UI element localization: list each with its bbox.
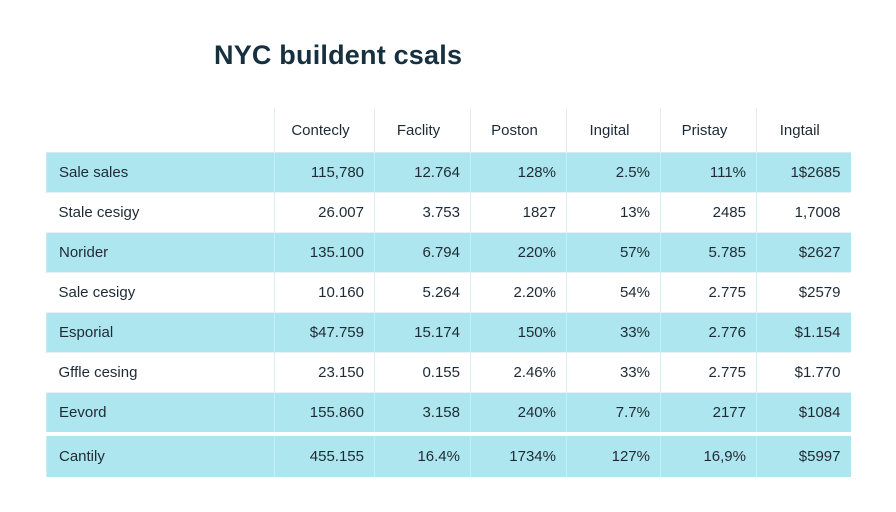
table-row: Stale cesigy 26.007 3.753 1827 13% 2485 1,7008 (46, 192, 851, 233)
table-cell: $1084 (756, 392, 851, 434)
table-row: Norider 135.100 6.794 220% 57% 5.785 $2627 (46, 232, 851, 273)
table-cell: 23.150 (274, 352, 375, 393)
table-cell: 6.794 (374, 232, 471, 273)
table-row: Sale cesigy 10.160 5.264 2.20% 54% 2.775 $2579 (46, 272, 851, 313)
row-label: Sale sales (46, 152, 275, 193)
table-cell: 1$2685 (756, 152, 851, 193)
table-cell: 26.007 (274, 192, 375, 233)
column-header: Faclity (374, 108, 471, 153)
row-label: Esporial (46, 312, 275, 353)
column-header: Ingital (566, 108, 661, 153)
table-row: Sale sales 115,780 12.764 128% 2.5% 111% 1$268… (46, 152, 851, 193)
table-cell: 5.264 (374, 272, 471, 313)
row-label: Gffle cesing (46, 352, 275, 393)
row-label: Eevord (46, 392, 275, 434)
table-cell: 33% (566, 312, 661, 353)
table-cell: 16.4% (374, 432, 471, 477)
table-cell: 1827 (470, 192, 567, 233)
table-cell: 135.100 (274, 232, 375, 273)
table-cell: 111% (660, 152, 757, 193)
table-cell: 220% (470, 232, 567, 273)
table-cell: $47.759 (274, 312, 375, 353)
table-cell: 128% (470, 152, 567, 193)
header-row: Contecly Faclity Poston Ingital Pristay … (47, 108, 851, 153)
table-body: Sale sales 115,780 12.764 128% 2.5% 111% 1$268… (46, 152, 851, 477)
table-cell: 2.46% (470, 352, 567, 393)
table-cell: 16,9% (660, 432, 757, 477)
row-label: Norider (46, 232, 275, 273)
total-row: Cantily 455.155 16.4% 1734% 127% 16,9% $5997 (46, 432, 851, 477)
table-cell: 3.753 (374, 192, 471, 233)
table-cell: $5997 (756, 432, 851, 477)
table-cell: $1.154 (756, 312, 851, 353)
table-cell: 7.7% (566, 392, 661, 434)
table-cell: 127% (566, 432, 661, 477)
table-cell: 155.860 (274, 392, 375, 434)
table-cell: 0.155 (374, 352, 471, 393)
table-cell: 13% (566, 192, 661, 233)
table-row: Eevord 155.860 3.158 240% 7.7% 2177 $1084 (46, 392, 851, 434)
data-table: Contecly Faclity Poston Ingital Pristay … (46, 108, 851, 477)
table-cell: 10.160 (274, 272, 375, 313)
table-cell: 12.764 (374, 152, 471, 193)
column-header: Pristay (660, 108, 757, 153)
row-label: Sale cesigy (46, 272, 275, 313)
table-cell: 2485 (660, 192, 757, 233)
table-cell: $1.770 (756, 352, 851, 393)
table-cell: 2177 (660, 392, 757, 434)
table-cell: 150% (470, 312, 567, 353)
table-cell: 2.775 (660, 272, 757, 313)
table-cell: 1,7008 (756, 192, 851, 233)
table-row: Gffle cesing 23.150 0.155 2.46% 33% 2.775 $1.7… (46, 352, 851, 393)
table-cell: 455.155 (274, 432, 375, 477)
table-cell: 115,780 (274, 152, 375, 193)
table-row: Esporial $47.759 15.174 150% 33% 2.776 $1.154 (46, 312, 851, 353)
table-cell: 2.20% (470, 272, 567, 313)
table-cell: 3.158 (374, 392, 471, 434)
table-cell: 57% (566, 232, 661, 273)
table-cell: 2.5% (566, 152, 661, 193)
column-header: Ingtail (756, 108, 851, 153)
chart-title: NYC buildent csals (214, 40, 463, 70)
table-cell: 5.785 (660, 232, 757, 273)
column-header: Poston (470, 108, 567, 153)
table-cell: 54% (566, 272, 661, 313)
table-cell: 2.775 (660, 352, 757, 393)
column-header (47, 108, 275, 153)
row-label: Cantily (46, 432, 275, 477)
row-label: Stale cesigy (46, 192, 275, 233)
table-cell: 1734% (470, 432, 567, 477)
table-cell: $2579 (756, 272, 851, 313)
table-cell: 15.174 (374, 312, 471, 353)
table-cell: 33% (566, 352, 661, 393)
table-cell: $2627 (756, 232, 851, 273)
table-cell: 240% (470, 392, 567, 434)
column-header: Contecly (274, 108, 375, 153)
table-cell: 2.776 (660, 312, 757, 353)
